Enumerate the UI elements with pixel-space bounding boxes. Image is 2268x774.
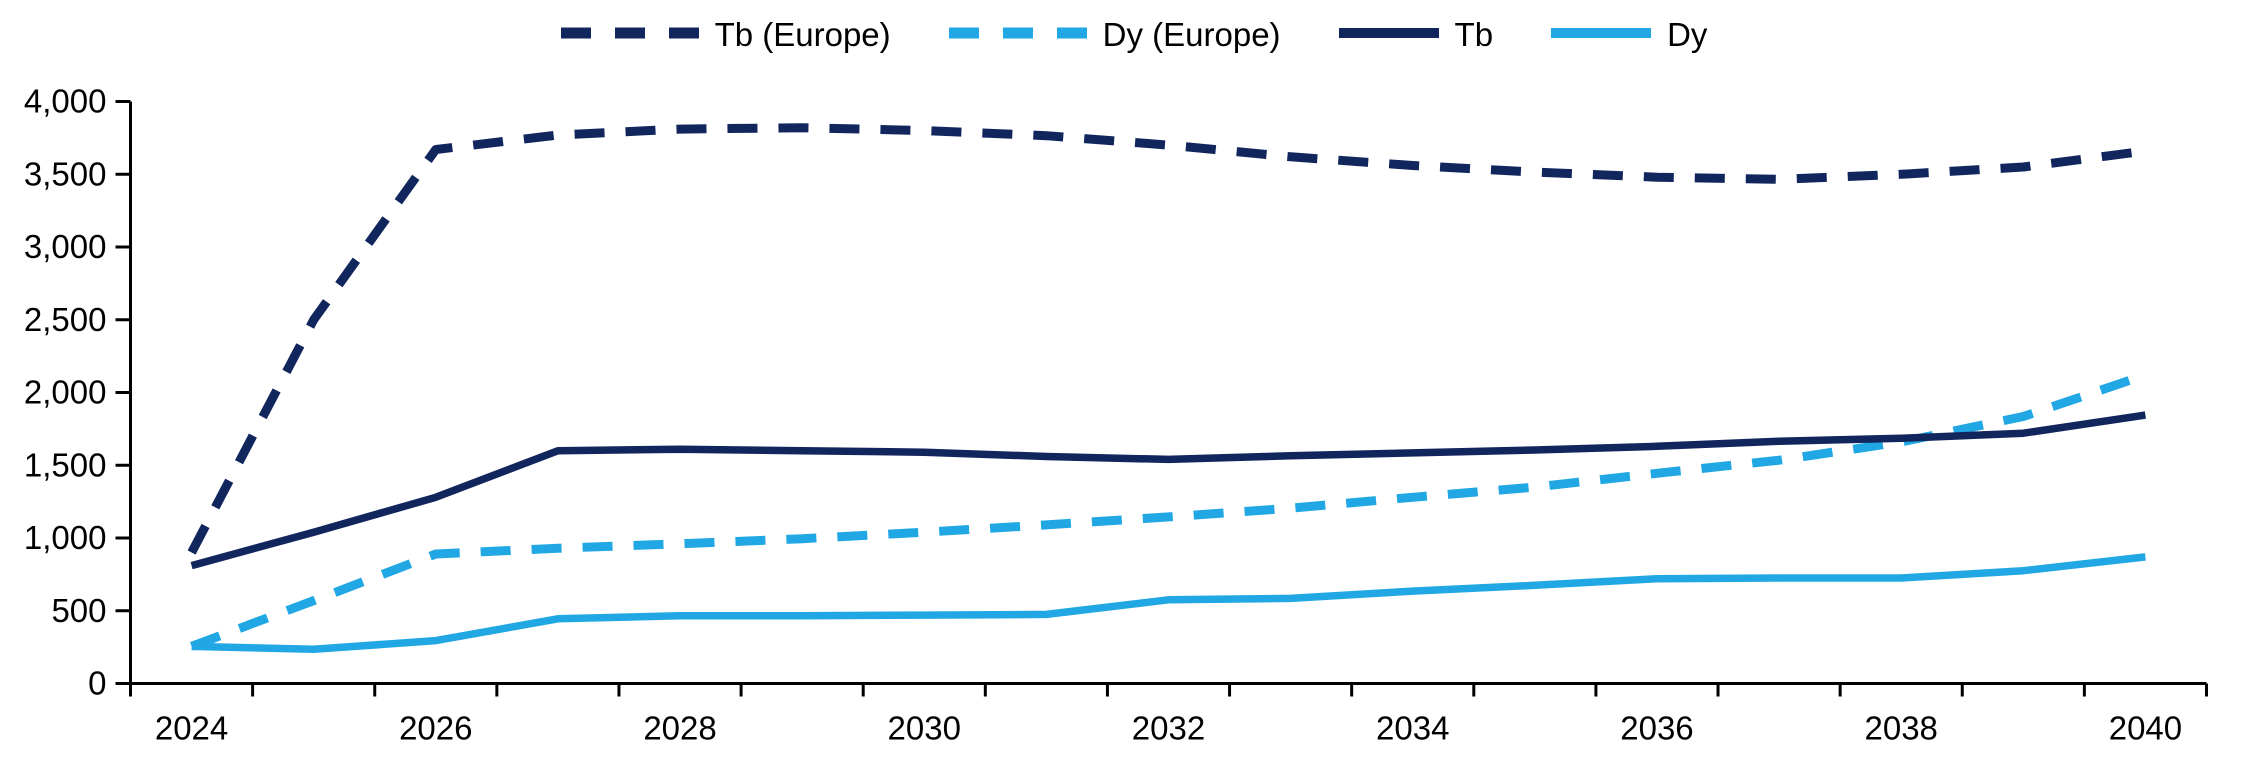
x-tick-label: 2024: [155, 710, 228, 747]
y-tick-label: 1,000: [24, 519, 107, 556]
x-tick-label: 2038: [1864, 710, 1937, 747]
x-tick-label: 2026: [399, 710, 472, 747]
series-line-tb-europe: [187, 123, 2146, 555]
series-line-dy: [191, 553, 2146, 654]
legend-key-dashed-lightblue: [948, 26, 1087, 44]
x-tick-label: 2040: [2109, 710, 2182, 747]
y-tick-label: 2,000: [24, 374, 107, 411]
chart-legend: Tb (Europe) Dy (Europe) Tb: [0, 16, 2268, 54]
y-tick-label: 0: [88, 665, 106, 702]
legend-key-solid-navy: [1338, 26, 1439, 44]
y-tick-label: 3,000: [24, 228, 107, 265]
y-tick-label: 500: [51, 592, 106, 629]
x-tick-label: 2034: [1376, 710, 1449, 747]
x-tick-label: 2030: [888, 710, 961, 747]
y-tick-label: 2,500: [24, 301, 107, 338]
legend-item-dy-europe: Dy (Europe): [948, 16, 1281, 54]
legend-item-tb-europe: Tb (Europe): [560, 16, 891, 54]
legend-label-dy: Dy: [1667, 16, 1708, 53]
y-tick-label: 1,500: [24, 446, 107, 483]
legend-label-tb: Tb: [1454, 16, 1494, 53]
series-line-dy-europe: [190, 370, 2147, 651]
legend-label-tb-europe: Tb (Europe): [714, 16, 891, 53]
legend-item-tb: Tb: [1338, 16, 1494, 54]
legend-key-dashed-navy: [560, 26, 699, 44]
x-tick-label: 2028: [643, 710, 716, 747]
y-tick-label: 3,500: [24, 155, 107, 192]
legend-key-solid-lightblue: [1551, 26, 1652, 44]
x-tick-label: 2032: [1132, 710, 1205, 747]
x-tick-label: 2036: [1620, 710, 1693, 747]
y-tick-label: 4,000: [24, 83, 107, 120]
legend-label-dy-europe: Dy (Europe): [1102, 16, 1281, 53]
series-line-tb: [190, 411, 2146, 570]
legend-item-dy: Dy: [1551, 16, 1707, 54]
